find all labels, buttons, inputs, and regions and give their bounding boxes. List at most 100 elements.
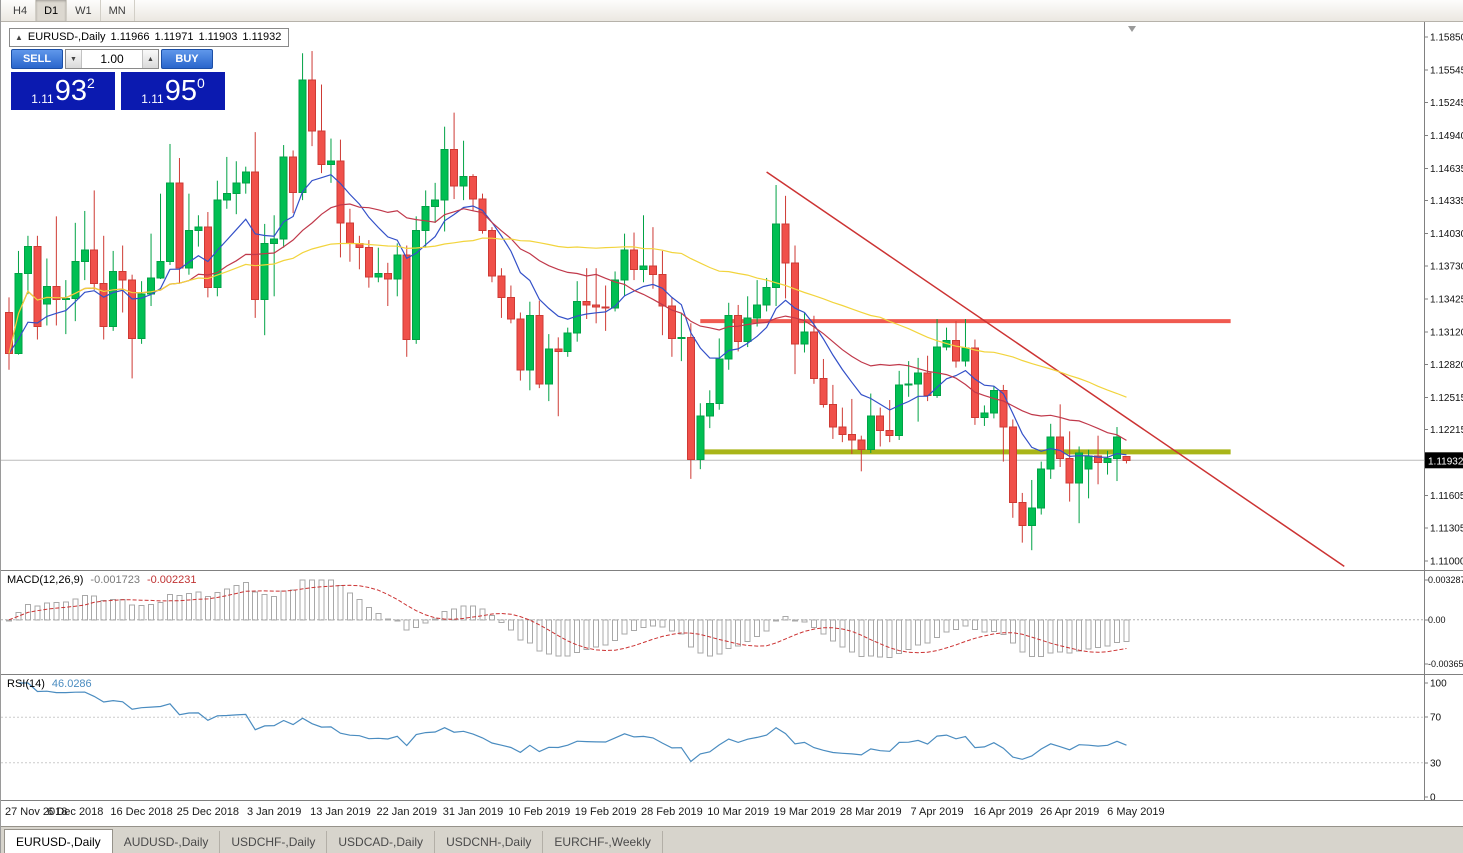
price-axis-label: 1.12515 [1430,393,1463,404]
rsi-axis-label: 0 [1430,793,1436,801]
macd-label: MACD(12,26,9) -0.001723 -0.002231 [7,574,197,586]
date-label: 19 Feb 2019 [574,806,637,818]
trade-buttons-row: SELL ▼ ▲ BUY [11,49,225,69]
price-axis-label: 1.11305 [1430,524,1463,535]
date-label: 19 Mar 2019 [773,806,836,818]
tab-usdcad-daily[interactable]: USDCAD-,Daily [327,831,436,853]
bid-pipette: 2 [86,75,95,91]
descending-trendline[interactable] [766,171,1345,568]
date-label: 6 May 2019 [1107,806,1165,818]
tab-eurchf-weekly[interactable]: EURCHF-,Weekly [543,831,663,853]
timeframe-toolbar: H4 D1 W1 MN [1,0,1463,22]
tab-audusd-daily[interactable]: AUDUSD-,Daily [113,831,221,853]
ask-pips: 95 [164,74,197,107]
date-label: 16 Dec 2018 [110,806,173,818]
volume-stepper: ▼ ▲ [65,49,159,69]
price-axis-label: 1.14335 [1430,196,1463,207]
price-axis-label: 1.14940 [1430,131,1463,142]
tab-eurusd-daily[interactable]: EURUSD-,Daily [4,829,113,853]
collapse-panel-icon[interactable]: ▲ [15,32,23,42]
date-label: 26 Apr 2019 [1039,806,1100,818]
rsi-axis-label: 30 [1430,758,1442,769]
macd-axis-label: 0.00 [1428,615,1446,625]
ask-pipette: 0 [196,75,205,91]
chart-shift-icon[interactable] [1128,26,1136,32]
ask-price-display: 1.11 95 0 [121,72,225,110]
date-label: 31 Jan 2019 [442,806,504,818]
macd-axis-label: 0.003287 [1428,575,1463,585]
date-label: 3 Jan 2019 [246,806,302,818]
price-axis-label: 1.15850 [1430,33,1463,44]
rsi-name: RSI(14) [7,678,45,690]
rsi-panel[interactable]: 100 70 30 0 RSI(14) 46.0286 [1,674,1463,800]
macd-signal-value: -0.002231 [146,574,197,586]
date-label: 10 Feb 2019 [508,806,571,818]
ohlc-open: 1.11966 [110,31,150,43]
price-axis-label: 1.11000 [1430,557,1463,568]
rsi-value: 46.0286 [51,678,92,690]
date-label: 25 Dec 2018 [176,806,240,818]
bid-prefix: 1.11 [31,92,54,106]
one-click-trading-panel: SELL ▼ ▲ BUY 1.11 93 2 1.11 95 0 [11,49,225,110]
main-chart-panel: 1.15850 1.15545 1.15245 1.14940 1.14635 1.143… [1,22,1463,570]
price-axis-label: 1.13425 [1430,295,1463,306]
price-axis-label: 1.13730 [1430,262,1463,273]
price-axis-label: 1.12215 [1430,425,1463,436]
volume-input[interactable] [82,50,142,68]
macd-histogram [6,579,1130,659]
macd-main-value: -0.001723 [90,574,140,586]
ask-prefix: 1.11 [141,92,164,106]
ohlc-high: 1.11971 [154,31,194,43]
macd-panel[interactable]: 0.003287 0.00 -0.003659 MACD(12,26,9) -0.0… [1,570,1463,674]
ma-line-50 [8,237,1127,398]
buy-button[interactable]: BUY [161,49,213,69]
date-label: 6 Dec 2018 [47,806,104,818]
date-label: 13 Jan 2019 [310,806,371,818]
volume-decrease-button[interactable]: ▼ [66,50,82,68]
volume-increase-button[interactable]: ▲ [142,50,158,68]
timeframe-button-h4[interactable]: H4 [5,0,37,21]
ma-line-20 [8,203,1127,441]
price-axis-label: 1.14635 [1430,164,1463,175]
chart-tabs-bar: EURUSD-,Daily AUDUSD-,Daily USDCHF-,Daily U… [1,826,1463,853]
chart-title: ▲ EURUSD-,Daily 1.11966 1.11971 1.11903 … [9,28,290,47]
chart-symbol-label: EURUSD-,Daily [27,31,106,43]
date-label: 10 Mar 2019 [707,806,770,818]
macd-axis-label: -0.003659 [1428,659,1463,669]
current-price-badge [1425,452,1463,469]
timeframe-button-w1[interactable]: W1 [67,0,101,21]
rsi-line [18,682,1127,763]
ma-line-10 [8,174,1127,458]
macd-name: MACD(12,26,9) [7,574,84,586]
tab-usdchf-daily[interactable]: USDCHF-,Daily [220,831,328,853]
current-price-badge-text: 1.11932 [1428,456,1463,467]
price-axis-label: 1.15245 [1430,98,1463,109]
timeframe-button-d1[interactable]: D1 [36,0,68,21]
date-label: 22 Jan 2019 [376,806,438,818]
rsi-label: RSI(14) 46.0286 [7,678,92,690]
date-axis: 27 Nov 2018 6 Dec 2018 16 Dec 2018 25 Dec 2… [1,800,1463,826]
date-label: 27 Nov 2018 [5,806,68,818]
timeframe-button-mn[interactable]: MN [101,0,135,21]
price-axis-label: 1.14030 [1430,229,1463,240]
bid-price-display: 1.11 93 2 [11,72,115,110]
price-axis-label: 1.15545 [1430,65,1463,76]
date-label: 7 Apr 2019 [910,806,964,818]
price-axis-label: 1.13120 [1430,327,1463,338]
rsi-axis-label: 70 [1430,713,1442,724]
date-label: 28 Mar 2019 [839,806,902,818]
ohlc-close: 1.11932 [242,31,282,43]
candles-layer [5,51,1131,551]
bid-ask-row: 1.11 93 2 1.11 95 0 [11,72,225,110]
tab-usdcnh-daily[interactable]: USDCNH-,Daily [435,831,544,853]
price-axis-label: 1.12820 [1430,360,1463,371]
sell-button[interactable]: SELL [11,49,63,69]
candlestick-chart[interactable]: 1.15850 1.15545 1.15245 1.14940 1.14635 1.143… [1,22,1463,570]
date-label: 28 Feb 2019 [641,806,703,818]
macd-signal-line [8,584,1127,654]
bid-pips: 93 [54,74,87,107]
price-axis-label: 1.11605 [1430,491,1463,502]
ohlc-low: 1.11903 [198,31,238,43]
rsi-axis-label: 100 [1430,679,1447,690]
